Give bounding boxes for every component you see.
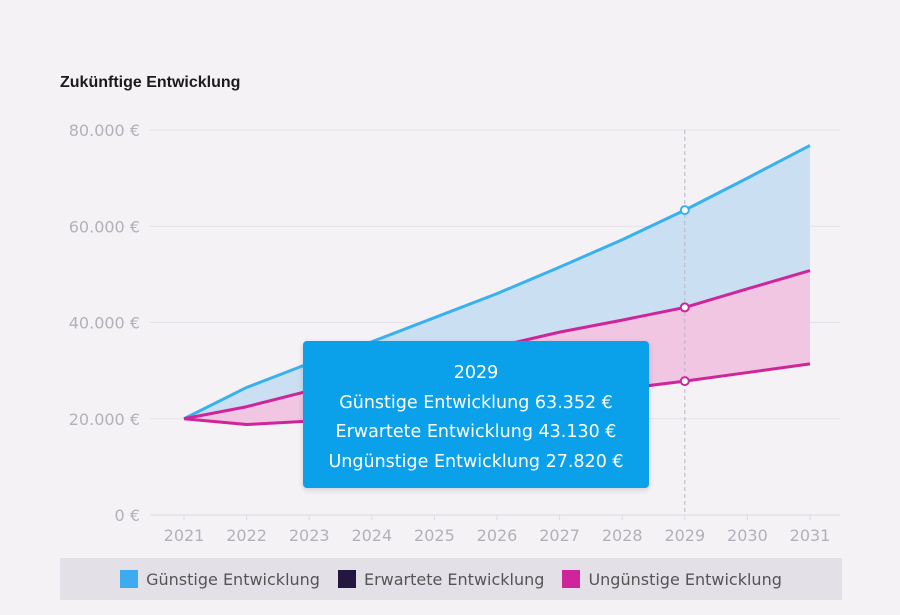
x-tick-label: 2021 [164, 526, 205, 545]
x-tick-label: 2022 [226, 526, 267, 545]
highlight-point [679, 302, 690, 313]
tooltip-line-expected: Erwartete Entwicklung 43.130 € [335, 422, 617, 442]
tooltip-line-favorable: Günstige Entwicklung 63.352 € [339, 392, 613, 413]
highlight-point [679, 376, 690, 387]
legend-item-unfavorable[interactable]: Ungünstige Entwicklung [562, 569, 782, 589]
legend-item-favorable[interactable]: Günstige Entwicklung [120, 570, 320, 589]
chart-title: Zukünftige Entwicklung [60, 74, 241, 91]
x-tick-label: 2025 [414, 526, 455, 545]
legend-swatch-expected [337, 570, 356, 588]
chart-legend: Günstige Entwicklung Erwartete Entwicklu… [60, 558, 842, 600]
area-favorable-band [184, 145, 810, 419]
legend-item-expected[interactable]: Erwartete Entwicklung [337, 569, 545, 589]
y-tick-label: 0 € [115, 506, 140, 525]
x-tick-label: 2027 [539, 526, 580, 545]
tooltip-year: 2029 [453, 363, 499, 383]
y-tick-label: 80.000 € [69, 121, 140, 140]
x-tick-label: 2024 [351, 526, 392, 545]
legend-label-favorable: Günstige Entwicklung [146, 569, 320, 589]
chart-tooltip: 2029 Günstige Entwicklung 63.352 € Erwar… [303, 341, 649, 488]
y-tick-label: 20.000 € [69, 410, 140, 429]
highlight-point [679, 205, 690, 216]
legend-swatch-favorable [120, 570, 139, 588]
x-tick-label: 2023 [289, 526, 330, 545]
y-tick-label: 40.000 € [69, 314, 140, 333]
legend-label-expected: Erwartete Entwicklung [363, 569, 545, 589]
line-favorable [183, 144, 811, 421]
legend-label-unfavorable: Ungünstige Entwicklung [588, 569, 782, 589]
x-tick-label: 2030 [727, 526, 768, 545]
x-tick-label: 2026 [477, 526, 518, 545]
x-tick-label: 2028 [602, 526, 643, 545]
legend-swatch-unfavorable [562, 570, 581, 588]
x-tick-label: 2029 [664, 526, 705, 545]
y-tick-label: 60.000 € [69, 217, 140, 236]
tooltip-line-unfavorable: Ungünstige Entwicklung 27.820 € [328, 451, 624, 472]
x-tick-label: 2031 [790, 526, 831, 545]
